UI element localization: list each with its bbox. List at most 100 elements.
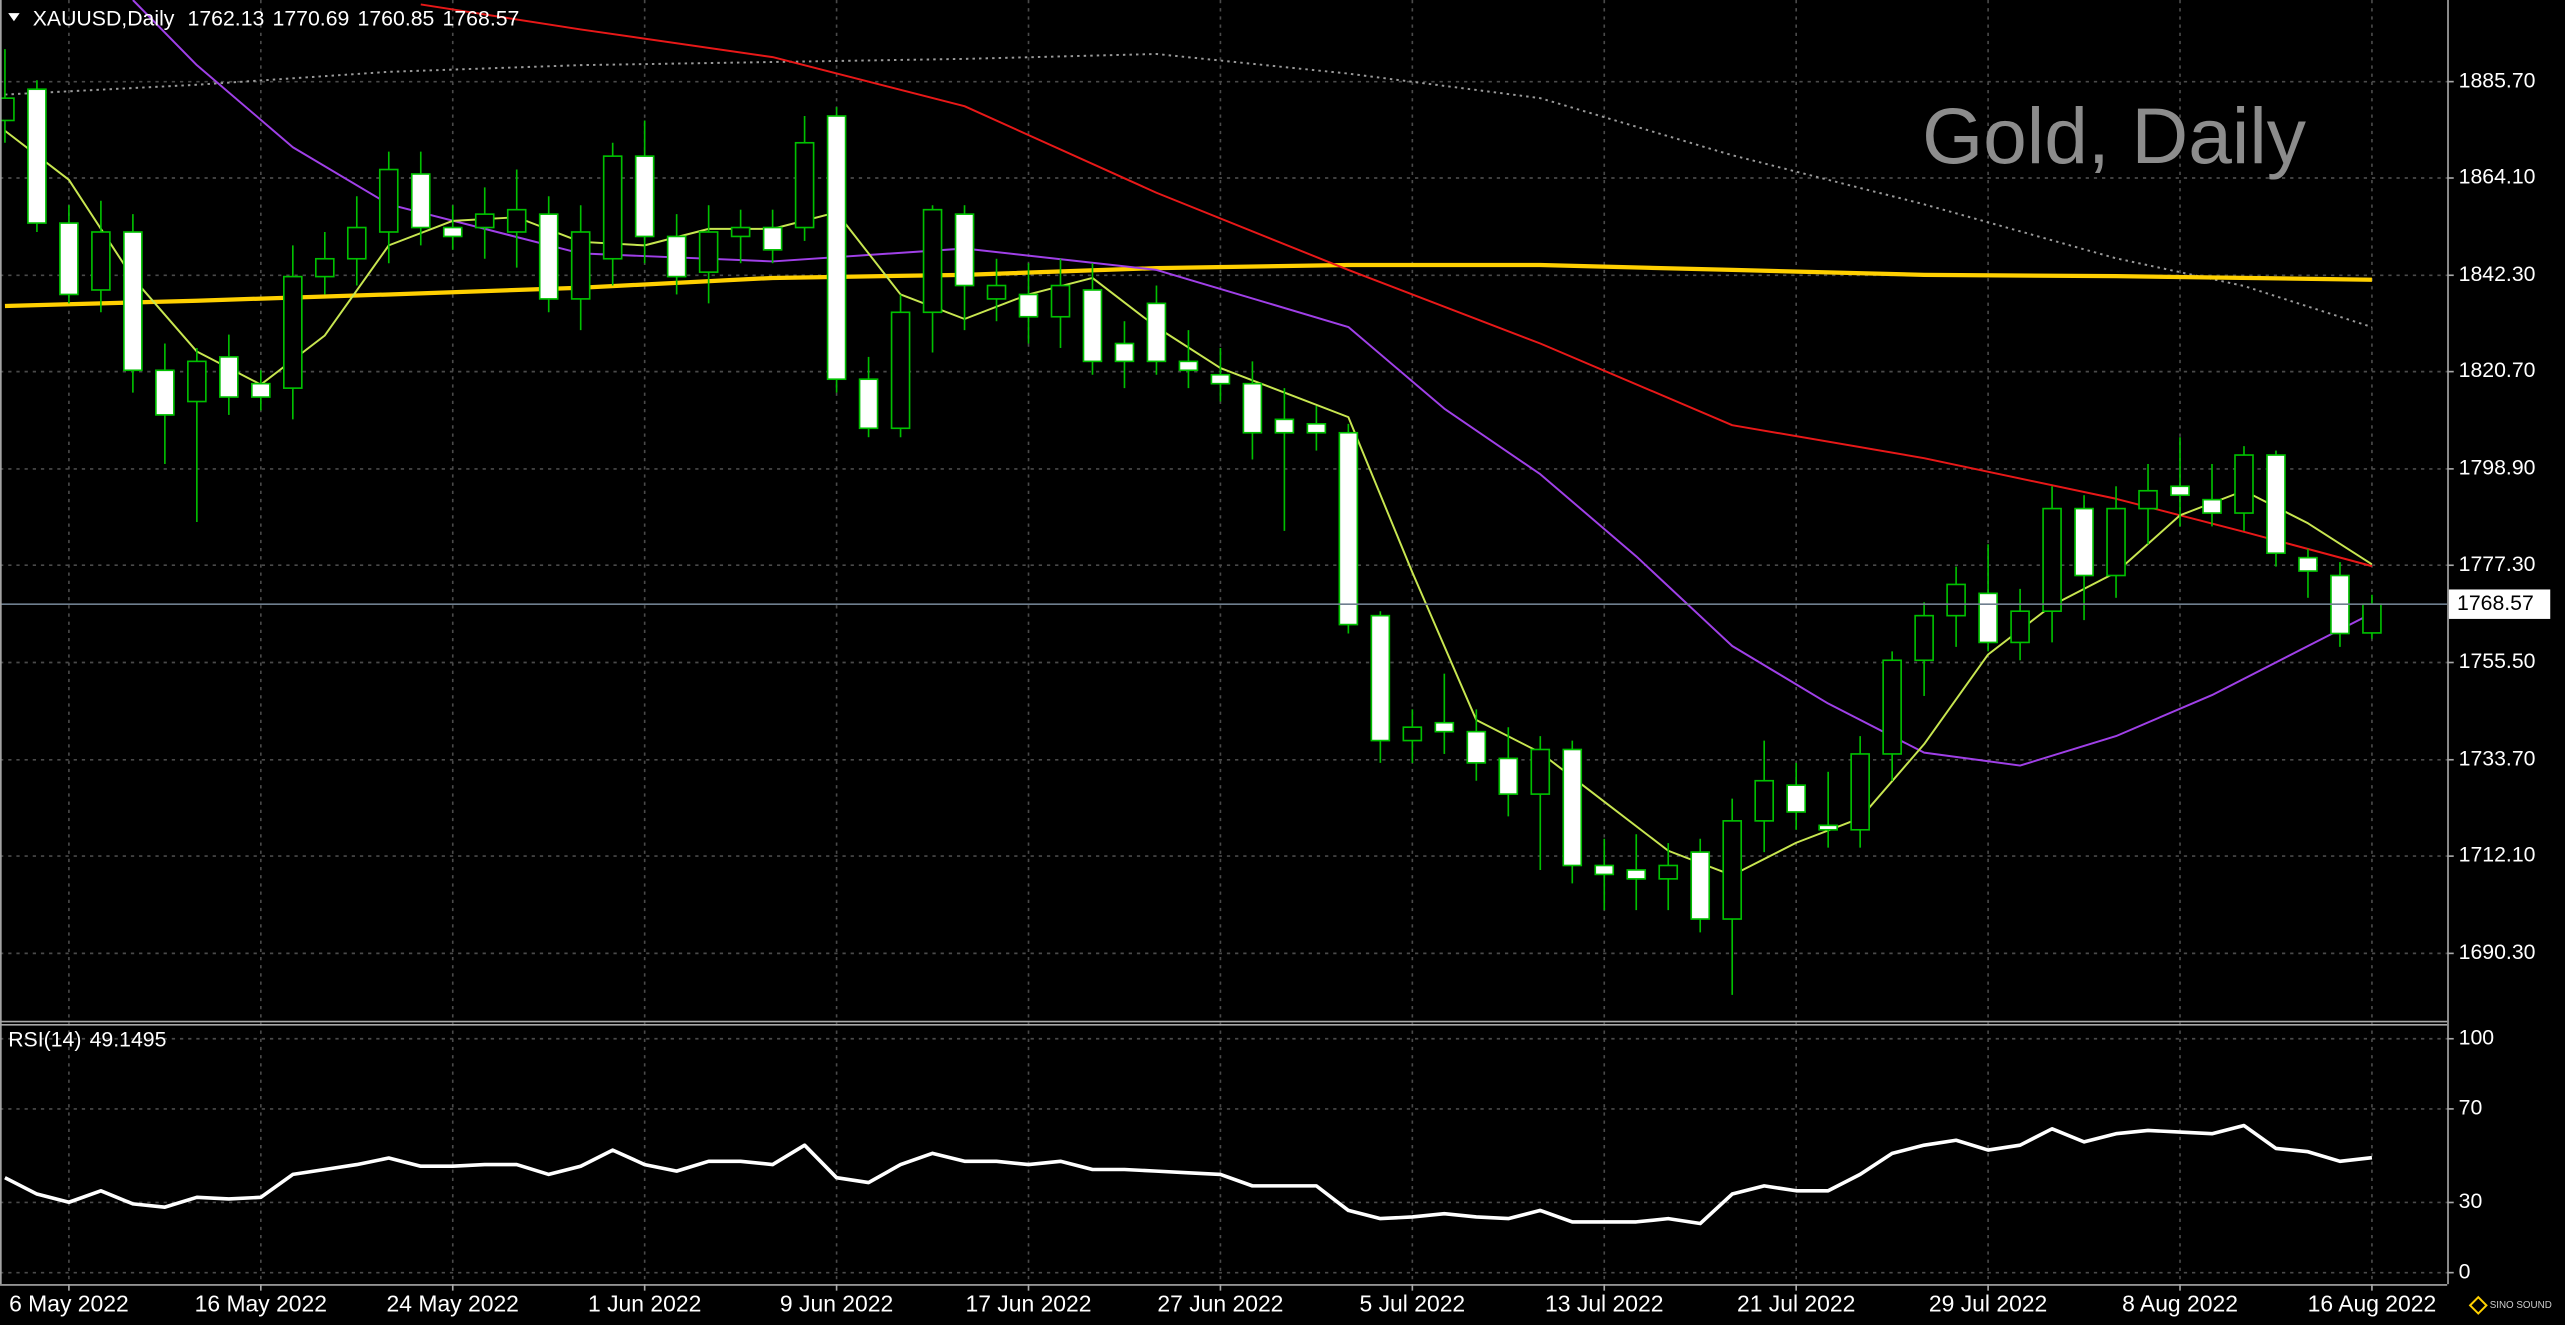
price-panel	[0, 0, 2448, 995]
menu-triangle[interactable]	[8, 13, 20, 22]
high-value: 1770.69	[273, 6, 350, 30]
candle-body	[155, 369, 175, 416]
candle-body	[1306, 423, 1327, 434]
candle-body	[826, 115, 847, 381]
candle-body	[1978, 592, 1998, 644]
x-tick-label: 1 Jun 2022	[588, 1290, 701, 1316]
candle-body	[1178, 360, 1199, 372]
candle-body	[346, 226, 367, 260]
candle-body	[2170, 485, 2190, 497]
candle-body	[1594, 864, 1615, 876]
candle-body	[1210, 373, 1231, 385]
candle-body	[59, 222, 79, 296]
candle-body	[2138, 489, 2158, 510]
x-tick-label: 21 Jul 2022	[1737, 1290, 1855, 1316]
candle-body	[219, 356, 239, 398]
candle-body	[1274, 418, 1295, 434]
x-tick-label: 5 Jul 2022	[1360, 1290, 1466, 1316]
line-series	[4, 262, 2372, 309]
y-tick-label: 1712.10	[2459, 843, 2536, 867]
candle-body	[1146, 302, 1167, 363]
x-tick-label: 9 Jun 2022	[780, 1290, 893, 1316]
low-value: 1760.85	[358, 6, 435, 30]
candle-body	[1818, 824, 1838, 831]
chart-header: XAUUSD,Daily 1762.13 1770.69 1760.85 1768.57	[33, 6, 520, 30]
candle-body	[1370, 614, 1391, 742]
candle-body	[1434, 721, 1455, 733]
candle-body	[1722, 820, 1743, 920]
axis-layer: 1885.70 1864.10 1842.30 1820.70 1798.90 1777.…	[9, 68, 2551, 1316]
candle-body	[922, 208, 943, 314]
y-tick-label: 1798.90	[2459, 455, 2536, 479]
x-tick-label: 16 Aug 2022	[2308, 1290, 2437, 1316]
candle-body	[730, 226, 751, 238]
line-series	[4, 1123, 2373, 1226]
candle-body	[538, 213, 559, 300]
candle-body	[123, 231, 143, 372]
candle-body	[1562, 748, 1583, 867]
rsi-name: RSI(14)	[8, 1027, 81, 1051]
candle-body	[634, 155, 655, 238]
candle-body	[1498, 757, 1519, 795]
x-tick-label: 27 Jun 2022	[1157, 1290, 1283, 1316]
logo-icon	[2468, 1295, 2488, 1315]
candle-body	[474, 213, 495, 229]
rsi-value: 49.1495	[90, 1027, 167, 1051]
candle-body	[794, 141, 815, 229]
candle-body	[2234, 454, 2254, 514]
y-tick-label: 1755.50	[2459, 649, 2536, 673]
candle-body	[2042, 507, 2062, 613]
candle-body	[666, 235, 687, 278]
close-value: 1768.57	[443, 6, 520, 30]
candle-body	[1850, 753, 1870, 831]
x-tick-label: 6 May 2022	[9, 1290, 129, 1316]
x-tick-label: 17 Jun 2022	[965, 1290, 1091, 1316]
candle-body	[2106, 507, 2126, 577]
y-tick-label: 1864.10	[2459, 165, 2536, 189]
candle-body	[698, 231, 719, 273]
open-value: 1762.13	[188, 6, 265, 30]
candle-body	[1658, 864, 1679, 880]
candle-body	[27, 88, 47, 224]
candle-body	[2074, 507, 2094, 577]
candle-body	[506, 208, 527, 233]
candle-body	[442, 226, 463, 238]
candle-body	[1018, 293, 1039, 318]
candle-body	[1050, 284, 1071, 318]
candle-body	[1914, 614, 1934, 662]
y-tick-label: 1733.70	[2459, 746, 2536, 770]
y-tick-label: 1820.70	[2459, 358, 2536, 382]
y-tick-label: 1777.30	[2459, 552, 2536, 576]
candle-body	[1338, 431, 1359, 626]
candle-body	[314, 257, 335, 278]
candle-body	[1466, 730, 1487, 764]
candle-body	[283, 275, 303, 389]
candle-body	[1786, 784, 1806, 813]
candle-body	[986, 284, 1007, 300]
candle-body	[2010, 610, 2030, 644]
y-tick-label: 1842.30	[2459, 262, 2536, 286]
candle-body	[1530, 748, 1551, 795]
candle-body	[1946, 583, 1966, 617]
x-tick-label: 29 Jul 2022	[1929, 1290, 2047, 1316]
candle-body	[0, 97, 15, 122]
watermark: Gold, Daily	[1922, 92, 2307, 180]
candle-body	[762, 226, 783, 251]
line-series	[420, 3, 2373, 568]
candle-body	[1754, 779, 1775, 822]
candle-body	[251, 382, 271, 398]
candle-body	[602, 155, 623, 260]
y-tick-label: 70	[2459, 1096, 2483, 1120]
x-tick-label: 24 May 2022	[387, 1290, 519, 1316]
candle-body	[410, 173, 431, 229]
x-tick-label: 13 Jul 2022	[1545, 1290, 1663, 1316]
logo: SINO SOUND	[2490, 1300, 2552, 1311]
candle-body	[2266, 454, 2286, 555]
candle-body	[1242, 382, 1263, 434]
candle-body	[858, 378, 879, 430]
candle-body	[91, 231, 111, 291]
candle-body	[1402, 726, 1423, 742]
x-tick-label: 8 Aug 2022	[2122, 1290, 2238, 1316]
